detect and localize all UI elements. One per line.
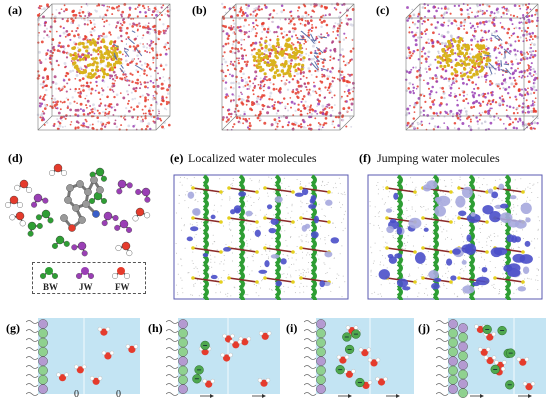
crystal-region [436, 34, 512, 79]
localized-water-map [173, 174, 349, 300]
flow-arrows [470, 394, 532, 398]
panel-label-i: (i) [286, 321, 298, 335]
legend-d: BW JW FW [32, 262, 146, 294]
crystal-region [252, 30, 328, 80]
legend-icons [39, 267, 130, 279]
legend-icon-bw [39, 267, 59, 279]
md-box-particles [404, 2, 540, 132]
schematic-j [436, 318, 546, 398]
counter-ions [335, 329, 365, 388]
particle-column [178, 319, 188, 394]
jumping-water-map [367, 174, 543, 300]
surfactant-tails [304, 320, 317, 396]
box-edges [221, 3, 355, 131]
panel-label-g: (g) [6, 321, 20, 335]
counter-ions [192, 340, 210, 384]
panel-e-title: Localized water molecules [188, 151, 317, 165]
panel-label-f: (f) [359, 151, 371, 165]
panel-label-a: (a) [8, 3, 22, 17]
particle-column [38, 319, 48, 394]
crystal-region [69, 30, 143, 80]
particle-column [448, 319, 468, 398]
panel-label-b: (b) [192, 3, 207, 17]
isosurfaces [378, 180, 533, 294]
panel-label-d: (d) [8, 151, 23, 165]
velocity-label-right: 0 [116, 389, 121, 400]
flow-arrows [200, 394, 266, 398]
box-edges [405, 3, 539, 131]
md-box-particles [220, 2, 355, 131]
box-edges [37, 3, 171, 131]
md-simulation-box-a [36, 2, 172, 131]
legend-label-jw: JW [79, 282, 93, 292]
legend-label-bw: BW [43, 282, 59, 292]
water-molecules [474, 324, 536, 391]
panel-label-c: (c) [376, 3, 390, 17]
schematic-g [26, 318, 140, 396]
legend-icon-jw [76, 267, 95, 279]
panel-f-title: Jumping water molecules [377, 151, 500, 165]
panel-label-e: (e) [170, 151, 184, 165]
water-molecules [4, 163, 151, 257]
legend-icon-fw [111, 267, 130, 279]
molecule-water-diagram [4, 163, 151, 257]
isosurfaces [186, 188, 340, 288]
water-molecules [198, 331, 272, 388]
panel-label-j: (j) [418, 321, 430, 335]
flow-arrows [338, 394, 400, 398]
surfactant-tails [436, 320, 449, 396]
schematic-i [304, 318, 414, 398]
water-molecules [56, 326, 139, 385]
md-simulation-box-b [220, 2, 355, 131]
schematic-h [166, 318, 280, 398]
organic-molecule [60, 176, 104, 232]
legend-label-fw: FW [115, 282, 130, 292]
md-simulation-box-c [404, 2, 540, 132]
md-box-particles [36, 2, 172, 131]
liquid-channel [38, 318, 140, 394]
particle-column [316, 319, 326, 394]
surfactant-tails [26, 320, 39, 396]
velocity-label-left: 0 [74, 389, 79, 400]
counter-ions [482, 324, 516, 390]
panel-label-h: (h) [148, 321, 163, 335]
surfactant-tails [166, 320, 179, 396]
